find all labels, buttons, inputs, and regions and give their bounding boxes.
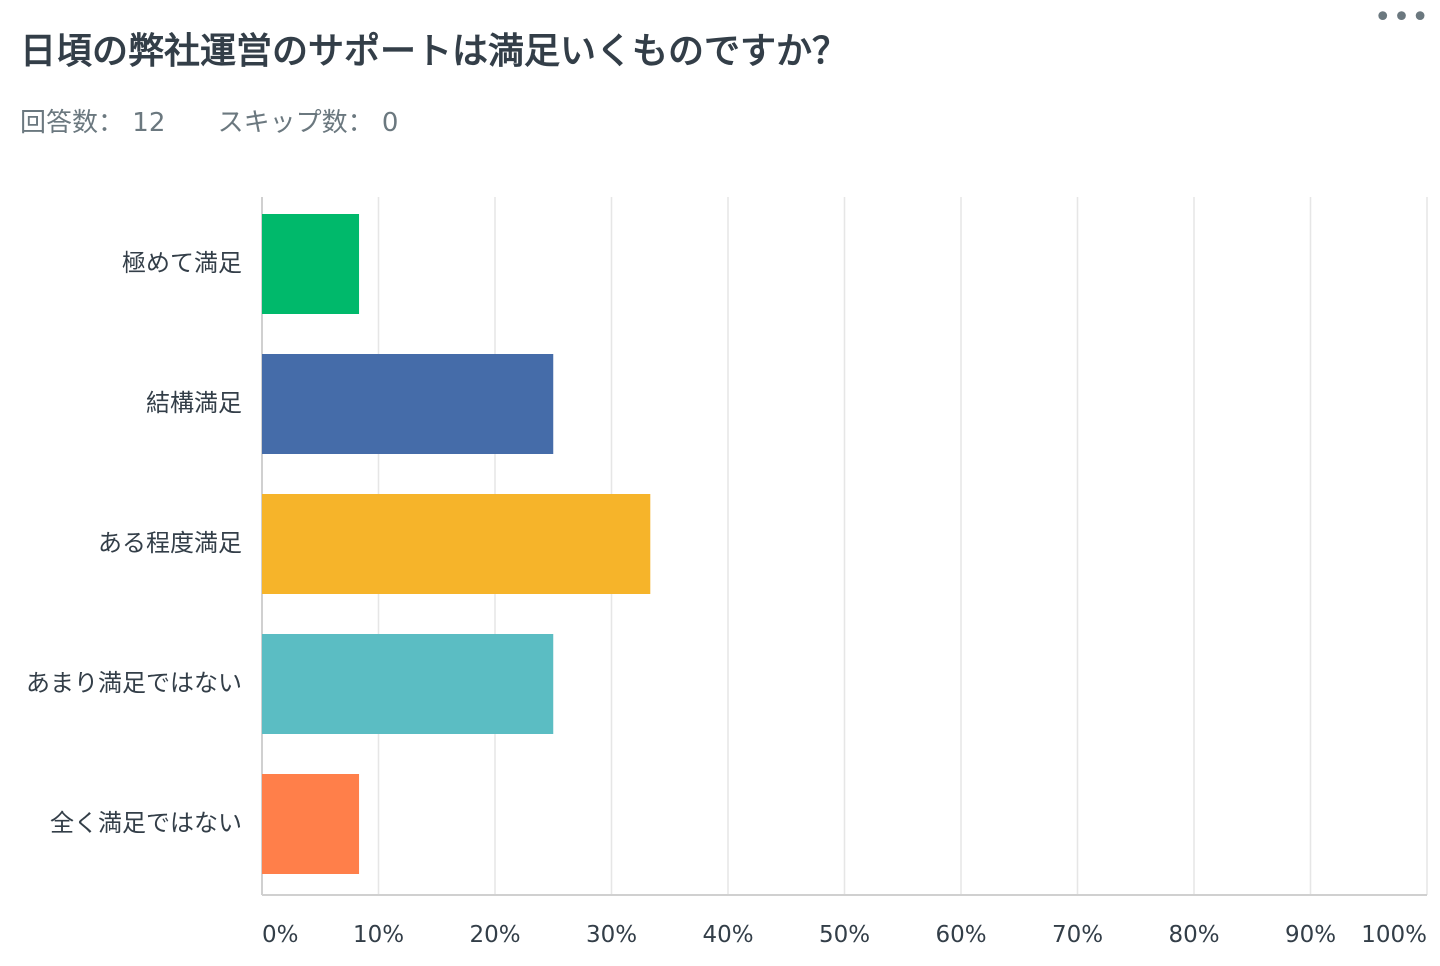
x-tick-label: 20% bbox=[469, 922, 520, 948]
x-tick-label: 80% bbox=[1168, 922, 1219, 948]
x-tick-label: 60% bbox=[935, 922, 986, 948]
bar bbox=[262, 634, 554, 734]
answered-stat: 回答数： 12 bbox=[20, 108, 174, 138]
more-options-icon[interactable]: ••• bbox=[1373, 0, 1430, 35]
category-label: ある程度満足 bbox=[98, 529, 242, 557]
bar bbox=[262, 214, 360, 314]
category-label: 極めて満足 bbox=[122, 249, 242, 277]
skipped-value: 0 bbox=[381, 108, 399, 138]
x-tick-label: 10% bbox=[353, 922, 404, 948]
answered-label: 回答数： bbox=[20, 108, 125, 138]
bar bbox=[262, 494, 651, 594]
x-tick-label: 70% bbox=[1052, 922, 1103, 948]
category-label: あまり満足ではない bbox=[26, 669, 242, 697]
bar bbox=[262, 774, 360, 874]
category-label: 結構満足 bbox=[146, 389, 242, 417]
x-tick-label: 100% bbox=[1361, 922, 1427, 948]
skipped-stat: スキップ数： 0 bbox=[218, 108, 399, 138]
bar bbox=[262, 354, 554, 454]
x-tick-label: 0% bbox=[262, 922, 299, 948]
x-tick-label: 30% bbox=[586, 922, 637, 948]
x-tick-label: 90% bbox=[1285, 922, 1336, 948]
response-stats: 回答数： 12 スキップ数： 0 bbox=[20, 102, 442, 139]
answered-value: 12 bbox=[132, 108, 166, 138]
x-tick-label: 50% bbox=[819, 922, 870, 948]
category-label: 全く満足ではない bbox=[50, 809, 242, 837]
question-title: 日頃の弊社運営のサポートは満足いくものですか？ bbox=[20, 31, 849, 72]
x-tick-label: 40% bbox=[702, 922, 753, 948]
skipped-label: スキップ数： bbox=[217, 108, 374, 138]
